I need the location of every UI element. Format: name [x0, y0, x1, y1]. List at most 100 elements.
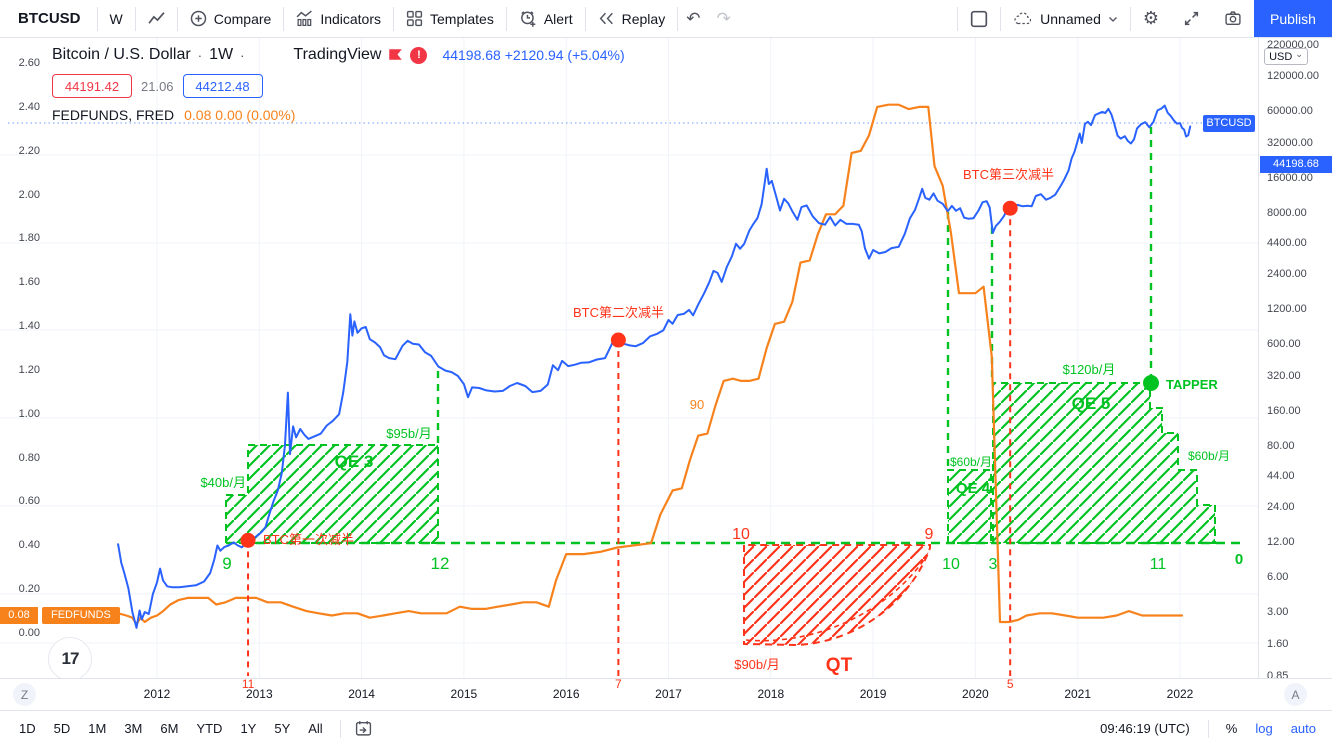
fedfunds-legend-title[interactable]: FEDFUNDS, FRED	[52, 107, 175, 123]
halving-3-dot[interactable]	[1002, 200, 1018, 216]
alert-button[interactable]: Alert	[507, 0, 585, 37]
interval-label: W	[109, 10, 123, 27]
sell-button[interactable]: 44191.42	[52, 74, 132, 98]
range-button-1m[interactable]: 1M	[88, 721, 107, 736]
annotation-text[interactable]: 9	[222, 554, 231, 573]
time-axis[interactable]: Z 2012 2013 2014 2015 2016 2017 2018 2019 2020 20…	[0, 677, 1332, 710]
range-button-6m[interactable]: 6M	[160, 721, 179, 736]
redo-button[interactable]: ↷	[708, 9, 738, 29]
year-label: 2015	[450, 687, 478, 701]
annotation-text[interactable]: 12	[431, 554, 450, 573]
left-axis-tick: 2.60	[18, 57, 40, 70]
range-button-5d[interactable]: 5D	[53, 721, 71, 736]
range-button-1d[interactable]: 1D	[19, 721, 36, 736]
compare-button[interactable]: Compare	[178, 0, 284, 37]
goto-date-button[interactable]	[349, 711, 378, 746]
range-button-3m[interactable]: 3M	[124, 721, 143, 736]
currency-unit-dropdown[interactable]: USD ⌄	[1264, 48, 1308, 65]
data-warning-icon[interactable]: !	[410, 46, 428, 64]
annotation-text[interactable]: $60b/月	[950, 455, 992, 469]
right-price-axis[interactable]: 220000.00 120000.00 60000.00 32000.00 16000.…	[1258, 38, 1332, 682]
log-scale-button[interactable]: log	[1255, 721, 1273, 736]
annotation-text[interactable]: 3	[989, 556, 998, 573]
annotation-text[interactable]: QE 5	[1072, 394, 1111, 413]
qt-inner-curve[interactable]	[745, 556, 927, 642]
publish-button[interactable]: Publish	[1254, 0, 1332, 37]
halving-month-label: 5	[1006, 677, 1014, 691]
range-button-1y[interactable]: 1Y	[240, 721, 257, 736]
auto-scale-button[interactable]: A	[1284, 683, 1307, 706]
publish-label: Publish	[1270, 10, 1316, 27]
legend-brand: TradingView	[293, 46, 382, 63]
annotation-text[interactable]: TAPPER	[1166, 377, 1218, 392]
range-button-all[interactable]: All	[308, 721, 323, 736]
fedfunds-line[interactable]	[116, 103, 1184, 626]
fullscreen-button[interactable]	[1171, 0, 1212, 37]
templates-button[interactable]: Templates	[394, 0, 506, 37]
toolbar-separator	[505, 6, 507, 31]
settings-button[interactable]: ⚙	[1131, 0, 1171, 37]
annotation-text[interactable]: $95b/月	[386, 426, 432, 441]
zoom-out-button[interactable]: Z	[13, 683, 36, 706]
cloud-layout-button[interactable]: Unnamed	[1001, 0, 1130, 37]
last-price-axis-value: 44198.68	[1273, 158, 1319, 170]
clock-display[interactable]: 09:46:19 (UTC)	[1100, 721, 1190, 736]
auto-scale-label: A	[1291, 687, 1300, 702]
halving-1-dot[interactable]	[240, 532, 256, 548]
annotation-text[interactable]: 10	[732, 526, 750, 543]
percent-scale-button[interactable]: %	[1225, 721, 1238, 736]
annotation-text[interactable]: $40b/月	[200, 475, 246, 490]
annotation-text[interactable]: $90b/月	[734, 657, 780, 672]
interval-button[interactable]: W	[98, 0, 135, 37]
annotation-text[interactable]: $60b/月	[1188, 449, 1230, 463]
gridlines	[0, 38, 1258, 678]
qe3-region[interactable]	[225, 444, 439, 544]
annotation-text[interactable]: 0	[1235, 551, 1243, 568]
legend-separator: ·	[197, 47, 203, 63]
toolbar-separator	[176, 6, 178, 31]
annotation-text[interactable]: QE 3	[335, 452, 374, 471]
year-label: 2014	[348, 687, 375, 701]
halving-1-label[interactable]: BTC第一次减半	[263, 532, 354, 547]
annotation-text[interactable]: QE 4	[956, 480, 991, 497]
symbol-title[interactable]: Bitcoin / U.S. Dollar	[52, 46, 191, 63]
qe-qt-regions[interactable]	[225, 382, 1216, 647]
range-button-5y[interactable]: 5Y	[274, 721, 291, 736]
year-label: 2017	[655, 687, 682, 701]
indicators-button[interactable]: Indicators	[284, 0, 393, 37]
btcusd-line[interactable]	[117, 104, 1192, 629]
annotation-text[interactable]: QT	[826, 655, 853, 676]
annotation-text[interactable]: 90	[690, 397, 704, 412]
taper-dot[interactable]	[1143, 375, 1159, 391]
line-chart-icon	[148, 12, 165, 24]
right-axis-tick: 80.00	[1267, 440, 1295, 452]
undo-button[interactable]: ↶	[678, 9, 708, 29]
snapshot-button[interactable]	[1212, 0, 1254, 37]
year-label: 2021	[1064, 687, 1092, 701]
halving-2-dot[interactable]	[610, 332, 626, 348]
halving-2-label[interactable]: BTC第二次减半	[573, 305, 664, 320]
annotation-text[interactable]: 9	[925, 526, 934, 543]
range-button-ytd[interactable]: YTD	[196, 721, 223, 736]
toolbar-separator	[1129, 6, 1131, 31]
red-flag-icon[interactable]	[388, 48, 403, 63]
symbol-button[interactable]: BTCUSD	[0, 0, 97, 37]
halving-3-label[interactable]: BTC第三次减半	[963, 167, 1054, 182]
replay-button[interactable]: Replay	[586, 0, 678, 37]
buy-button[interactable]: 44212.48	[182, 74, 263, 98]
legend-interval: 1W	[209, 46, 234, 63]
annotation-text[interactable]: 10	[942, 556, 960, 573]
auto-scale-toggle[interactable]: auto	[1290, 721, 1316, 736]
qe4-region[interactable]	[947, 469, 992, 544]
left-axis-tick: 2.00	[18, 188, 40, 201]
annotation-text[interactable]: $120b/月	[1063, 362, 1116, 377]
replay-label: Replay	[621, 10, 666, 27]
qt-region[interactable]	[743, 544, 931, 647]
select-layout-button[interactable]	[958, 0, 1000, 37]
fedfunds-series-tag[interactable]: FEDFUNDS	[42, 607, 120, 624]
chart-style-button[interactable]	[136, 0, 177, 37]
annotation-text[interactable]: 11	[1150, 556, 1167, 573]
left-axis-tick: 0.40	[18, 539, 40, 552]
year-label: 2018	[757, 687, 785, 701]
